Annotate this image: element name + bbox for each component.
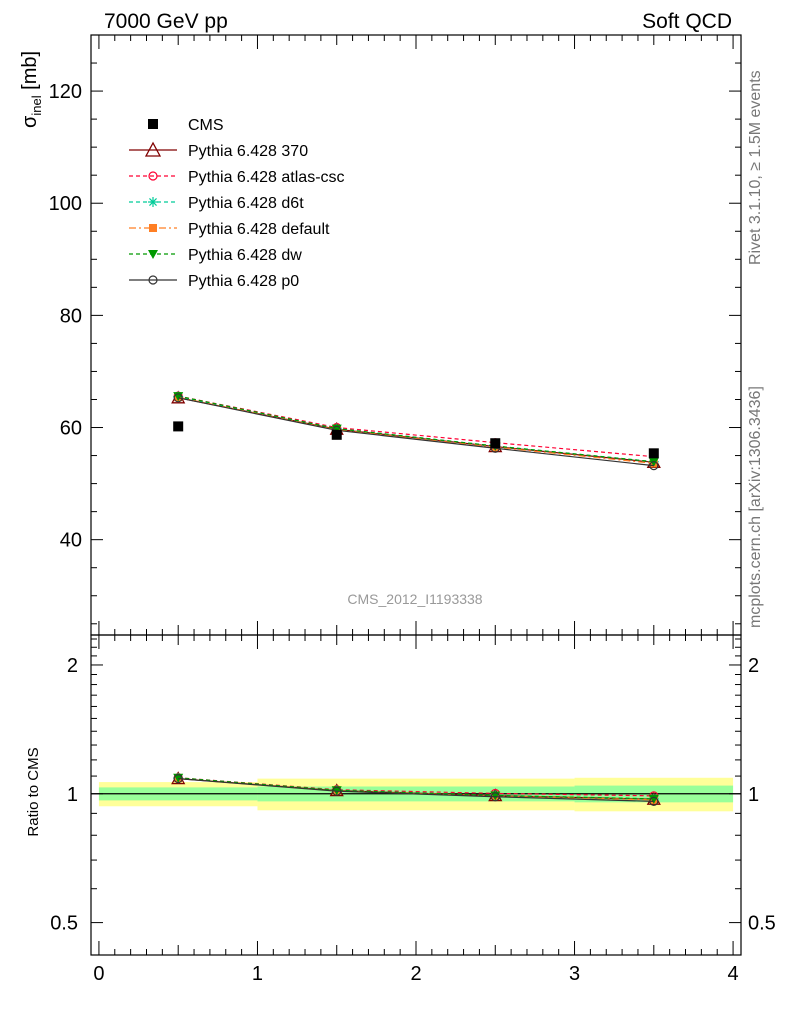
marker-circle-open [148,171,158,181]
y-tick-label: 40 [60,530,82,552]
ratio-y-tick-label-right: 1 [748,784,759,806]
legend-marker-data [148,119,158,129]
ratio-y-tick-label: 2 [67,655,78,677]
mcplots-credit-text: mcplots.cern.ch [arXiv:1306.3436] [747,386,764,628]
x-tick-label: 0 [93,963,104,985]
ylabel-sub: inel [29,95,44,115]
series-line [178,396,654,465]
marker-circle-open [649,796,659,806]
series-line [178,395,654,458]
marker-square [149,224,157,232]
legend-label: Pythia 6.428 default [188,221,330,238]
x-tick-label: 1 [252,963,263,985]
data-point [648,448,659,459]
ratio-series-line [178,778,654,802]
legend-label: Pythia 6.428 d6t [188,195,304,212]
header-left: 7000 GeV pp [104,10,228,33]
marker-triangle-down [648,794,659,804]
marker-triangle-open [144,141,162,157]
marker-circle-open [649,461,659,471]
ratio-panel: 0 1 2 3 4 0.5 0.5 1 1 2 2 [50,634,776,985]
data-point [490,438,501,449]
rivet-version-text: Rivet 3.1.10, ≥ 1.5M events [747,70,764,265]
marker-circle-open [148,275,158,285]
series-line [178,397,654,467]
marker-circle-open [332,786,342,796]
ratio-y-tick-label-right: 2 [748,655,759,677]
data-point [173,421,184,432]
marker-circle-open [490,792,500,802]
series-line [178,397,654,463]
ratio-y-tick-label-right: 0.5 [748,913,776,935]
y-tick-label: 80 [60,305,82,327]
ratio-y-tick-label: 0.5 [50,913,78,935]
ratio-y-tick-label: 1 [67,784,78,806]
marker-circle-open [173,774,183,784]
marker-circle-open [173,393,183,403]
x-tick-label: 4 [728,963,739,985]
legend-label: Pythia 6.428 p0 [188,273,299,290]
y-tick-label: 120 [49,81,82,103]
legend-label: CMS [188,117,224,134]
main-panel: 40 60 80 100 120 [49,34,742,636]
legend-label: Pythia 6.428 370 [188,143,308,160]
analysis-id-label: CMS_2012_I1193338 [347,591,482,607]
series-line [178,395,654,463]
series-line [178,396,654,463]
marker-star-stroke [149,198,157,206]
header-right: Soft QCD [642,10,732,33]
ratio-series-line [178,777,654,800]
x-tick-label: 3 [569,963,580,985]
legend-label: Pythia 6.428 atlas-csc [188,169,345,186]
ylabel-main: σ [19,115,41,128]
legend-label: Pythia 6.428 dw [188,247,302,264]
legend: CMS Pythia 6.428 370 Pythia 6.428 atlas-cs… [129,117,345,290]
x-tick-label: 2 [410,963,421,985]
y-tick-label: 100 [49,193,82,215]
marker-triangle-down [148,250,158,259]
y-tick-label: 60 [60,418,82,440]
ratio-ylabel: Ratio to CMS [25,747,42,836]
marker-star [148,197,158,207]
main-ylabel: σinel [mb] [19,51,44,128]
data-point [331,429,342,440]
ylabel-unit: [mb] [19,51,41,95]
